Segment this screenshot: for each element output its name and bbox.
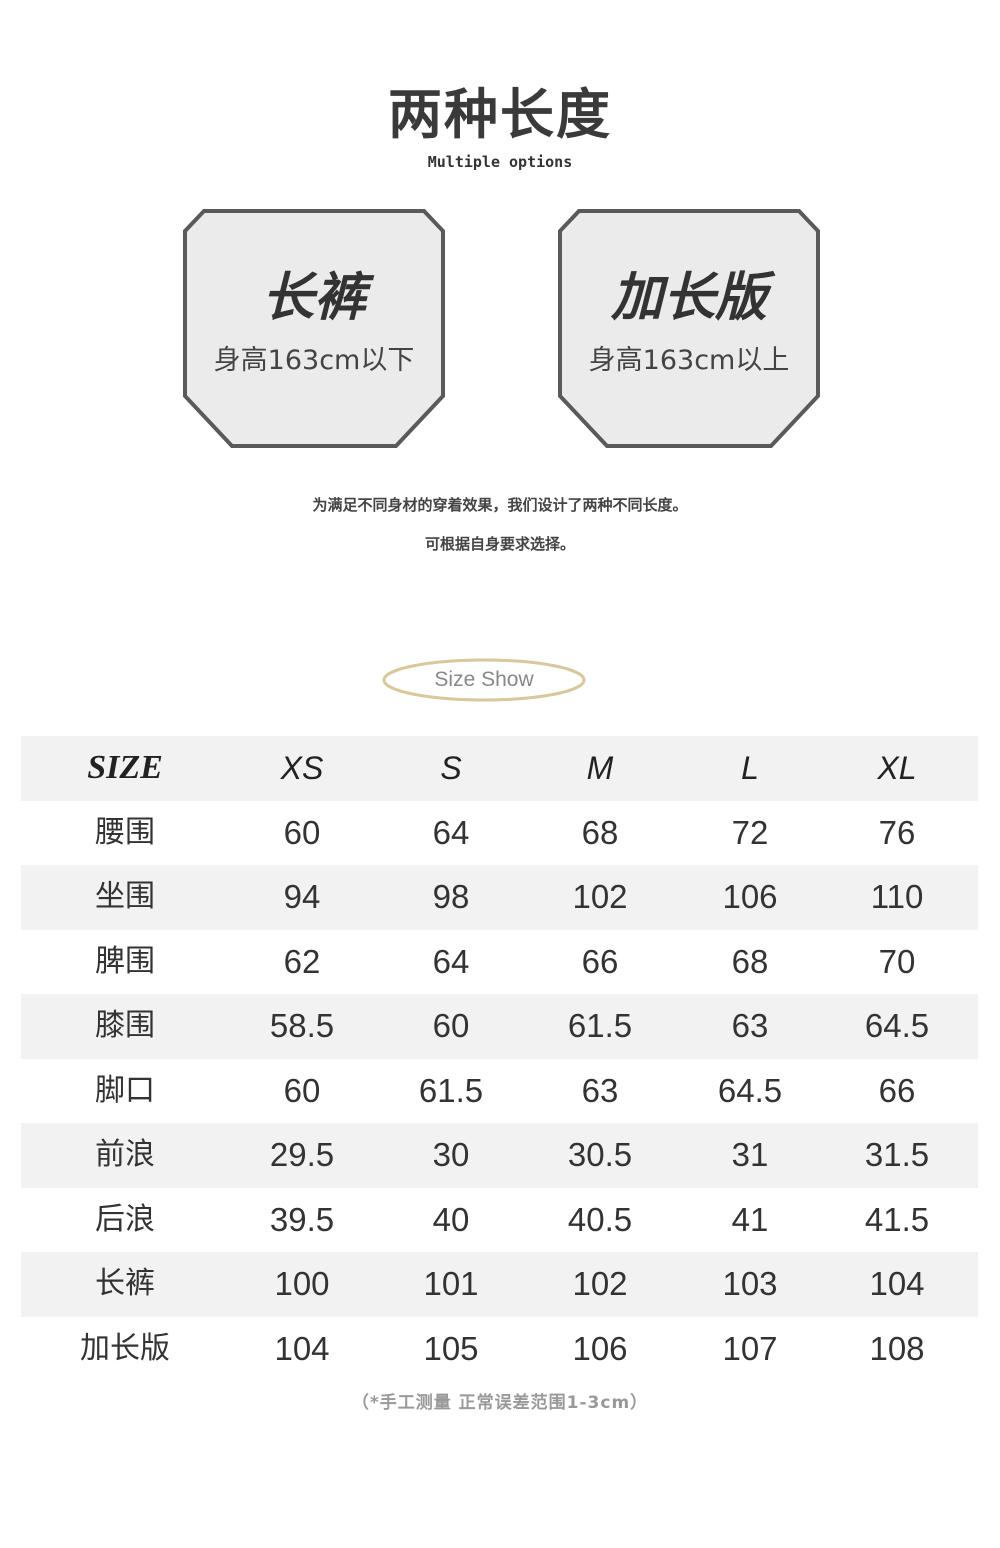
page-title: 两种长度 xyxy=(388,83,612,146)
table-row: 腰围 60 64 68 72 76 xyxy=(21,801,978,866)
header-cell: XS xyxy=(280,750,324,786)
row-label: 脚口 xyxy=(95,1072,155,1108)
measurement-note: （*手工测量 正常误差范围1-3cm） xyxy=(351,1393,649,1413)
description-line: 可根据自身要求选择。 xyxy=(424,535,575,553)
table-cell: 31.5 xyxy=(864,1136,930,1173)
table-cell: 106 xyxy=(572,1329,628,1367)
table-cell: 68 xyxy=(731,942,769,980)
table-cell: 104 xyxy=(869,1265,925,1302)
table-cell: 41 xyxy=(731,1200,769,1238)
table-cell: 66 xyxy=(878,1071,916,1109)
table-cell: 58.5 xyxy=(269,1007,335,1044)
table-row: 前浪 29.5 30 30.5 31 31.5 xyxy=(21,1123,978,1188)
table-cell: 101 xyxy=(423,1265,479,1302)
table-cell: 102 xyxy=(572,1265,628,1302)
option-card-regular: 长裤 身高163cm以下 xyxy=(182,208,446,450)
size-show-label: Size Show xyxy=(434,668,534,691)
table-cell: 100 xyxy=(274,1265,330,1302)
header-cell: XL xyxy=(877,750,917,786)
table-cell: 61.5 xyxy=(418,1071,484,1109)
table-cell: 104 xyxy=(274,1329,330,1367)
table-cell: 68 xyxy=(581,813,619,851)
table-cell: 40.5 xyxy=(567,1200,633,1238)
table-cell: 64.5 xyxy=(717,1071,783,1109)
table-row: 脚口 60 61.5 63 64.5 66 xyxy=(21,1059,978,1124)
table-cell: 40 xyxy=(432,1200,470,1238)
table-cell: 103 xyxy=(722,1265,778,1302)
table-cell: 29.5 xyxy=(269,1136,335,1173)
table-cell: 63 xyxy=(581,1071,619,1109)
table-row: 坐围 94 98 102 106 110 xyxy=(21,865,978,930)
table-cell: 61.5 xyxy=(567,1007,633,1044)
page-subtitle: Multiple options xyxy=(427,153,573,171)
table-row: 长裤 100 101 102 103 104 xyxy=(21,1252,978,1317)
table-cell: 60 xyxy=(432,1007,470,1044)
row-label: 前浪 xyxy=(95,1137,155,1172)
table-cell: 108 xyxy=(869,1329,925,1367)
table-cell: 94 xyxy=(283,878,321,915)
header-cell: L xyxy=(741,750,759,786)
table-cell: 66 xyxy=(581,942,619,980)
table-cell: 70 xyxy=(878,942,916,980)
table-cell: 62 xyxy=(283,942,321,980)
option-name: 加长版 xyxy=(610,268,767,328)
table-cell: 102 xyxy=(572,878,628,915)
octagon-frame xyxy=(183,209,445,448)
table-cell: 98 xyxy=(432,878,470,915)
table-cell: 76 xyxy=(878,813,916,851)
table-cell: 60 xyxy=(283,1071,321,1109)
header-cell: SIZE xyxy=(87,749,163,786)
table-cell: 31 xyxy=(731,1136,769,1173)
row-label: 腰围 xyxy=(95,814,155,850)
table-cell: 63 xyxy=(731,1007,769,1044)
row-label: 坐围 xyxy=(95,879,155,914)
table-cell: 110 xyxy=(870,878,924,915)
row-label: 膝围 xyxy=(95,1008,155,1043)
table-cell: 107 xyxy=(722,1329,778,1367)
table-cell: 64.5 xyxy=(864,1007,930,1044)
header-cell: S xyxy=(440,750,462,786)
table-row: 脾围 62 64 66 68 70 xyxy=(21,930,978,995)
option-height-range: 身高163cm以下 xyxy=(213,345,415,376)
size-table: SIZE XS S M L XL 腰围 60 64 68 72 76 坐围 94 98 102 106 110 脾围… xyxy=(21,736,978,1381)
description-line: 为满足不同身材的穿着效果，我们设计了两种不同长度。 xyxy=(312,496,688,514)
table-cell: 64 xyxy=(432,942,470,980)
table-header-row: SIZE XS S M L XL xyxy=(21,736,978,801)
row-label: 脾围 xyxy=(95,943,155,979)
table-cell: 106 xyxy=(722,878,778,915)
option-name: 长裤 xyxy=(261,268,366,328)
table-cell: 105 xyxy=(423,1329,479,1367)
table-row: 膝围 58.5 60 61.5 63 64.5 xyxy=(21,994,978,1059)
table-cell: 41.5 xyxy=(864,1200,930,1238)
option-card-long: 加长版 身高163cm以上 xyxy=(557,208,821,450)
table-cell: 64 xyxy=(432,813,470,851)
octagon-frame xyxy=(558,209,820,448)
row-label: 加长版 xyxy=(80,1330,170,1366)
table-cell: 30 xyxy=(432,1136,470,1173)
table-cell: 30.5 xyxy=(567,1136,633,1173)
table-cell: 39.5 xyxy=(269,1200,335,1238)
option-height-range: 身高163cm以上 xyxy=(588,345,790,376)
oval-frame xyxy=(382,658,586,702)
row-label: 长裤 xyxy=(95,1266,155,1301)
table-cell: 72 xyxy=(731,813,769,851)
row-label: 后浪 xyxy=(95,1201,155,1237)
table-row: 加长版 104 105 106 107 108 xyxy=(21,1317,978,1382)
table-row: 后浪 39.5 40 40.5 41 41.5 xyxy=(21,1188,978,1253)
header-cell: M xyxy=(586,750,614,786)
size-show-badge: Size Show xyxy=(382,658,586,702)
table-cell: 60 xyxy=(283,813,321,851)
